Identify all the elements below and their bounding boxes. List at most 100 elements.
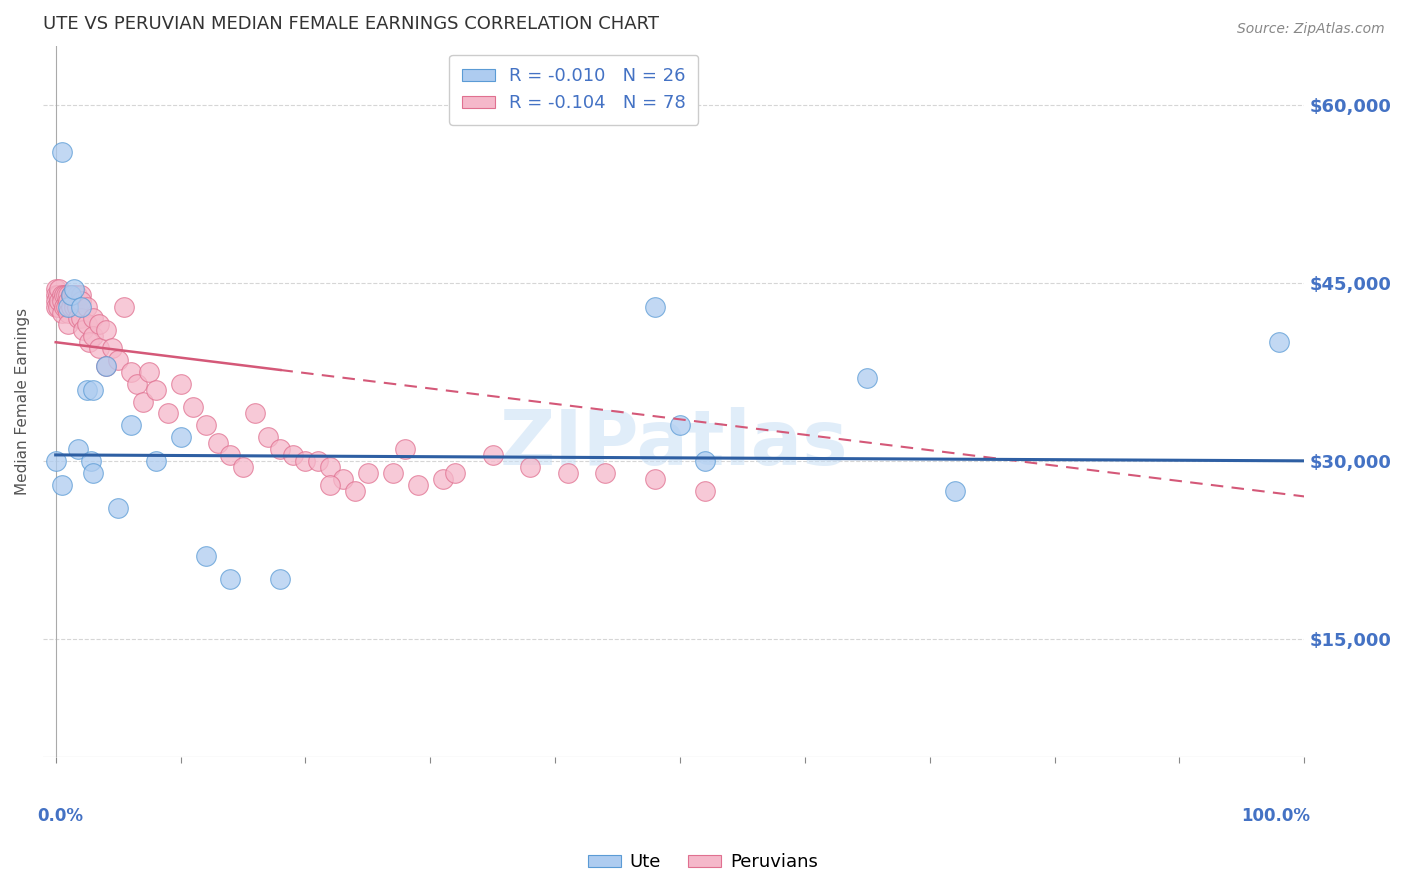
- Point: [55, 287, 77, 301]
- Point: [67, 311, 90, 326]
- Text: Source: ZipAtlas.com: Source: ZipAtlas.com: [1237, 22, 1385, 37]
- Point: [381, 466, 404, 480]
- Text: UTE VS PERUVIAN MEDIAN FEMALE EARNINGS CORRELATION CHART: UTE VS PERUVIAN MEDIAN FEMALE EARNINGS C…: [44, 15, 659, 33]
- Point: [45, 300, 67, 314]
- Point: [138, 365, 160, 379]
- Point: [69, 300, 91, 314]
- Point: [281, 448, 304, 462]
- Point: [82, 329, 104, 343]
- Point: [145, 383, 167, 397]
- Point: [94, 323, 117, 337]
- Point: [194, 549, 217, 563]
- Point: [357, 466, 380, 480]
- Point: [79, 454, 101, 468]
- Point: [94, 359, 117, 373]
- Point: [48, 293, 70, 308]
- Point: [45, 282, 67, 296]
- Point: [943, 483, 966, 498]
- Point: [269, 573, 291, 587]
- Point: [45, 293, 67, 308]
- Point: [245, 406, 267, 420]
- Point: [593, 466, 616, 480]
- Point: [669, 418, 692, 433]
- Point: [82, 383, 104, 397]
- Point: [63, 282, 86, 296]
- Point: [519, 459, 541, 474]
- Point: [112, 300, 135, 314]
- Point: [59, 300, 82, 314]
- Point: [63, 293, 86, 308]
- Point: [406, 477, 429, 491]
- Point: [394, 442, 416, 456]
- Point: [481, 448, 503, 462]
- Point: [432, 472, 454, 486]
- Point: [1268, 335, 1291, 350]
- Point: [207, 436, 229, 450]
- Point: [79, 335, 101, 350]
- Point: [53, 300, 76, 314]
- Point: [76, 300, 98, 314]
- Point: [82, 466, 104, 480]
- Point: [46, 287, 69, 301]
- Point: [76, 318, 98, 332]
- Point: [444, 466, 467, 480]
- Point: [76, 383, 98, 397]
- Text: 100.0%: 100.0%: [1241, 807, 1310, 825]
- Point: [181, 401, 204, 415]
- Point: [72, 323, 94, 337]
- Point: [94, 359, 117, 373]
- Point: [46, 300, 69, 314]
- Point: [257, 430, 280, 444]
- Point: [45, 454, 67, 468]
- Point: [169, 430, 191, 444]
- Point: [89, 318, 111, 332]
- Point: [319, 477, 342, 491]
- Point: [56, 300, 79, 314]
- Point: [67, 442, 90, 456]
- Point: [66, 300, 89, 314]
- Point: [693, 454, 716, 468]
- Point: [120, 418, 142, 433]
- Y-axis label: Median Female Earnings: Median Female Earnings: [15, 308, 30, 495]
- Point: [60, 287, 83, 301]
- Point: [56, 287, 79, 301]
- Point: [89, 341, 111, 355]
- Text: ZIPatlas: ZIPatlas: [499, 408, 848, 482]
- Point: [59, 287, 82, 301]
- Point: [101, 341, 124, 355]
- Point: [56, 305, 79, 319]
- Point: [107, 353, 129, 368]
- Point: [51, 293, 73, 308]
- Point: [319, 459, 342, 474]
- Point: [51, 287, 73, 301]
- Point: [219, 573, 242, 587]
- Point: [56, 293, 79, 308]
- Point: [63, 287, 86, 301]
- Point: [69, 287, 91, 301]
- Point: [120, 365, 142, 379]
- Point: [69, 293, 91, 308]
- Point: [269, 442, 291, 456]
- Legend: Ute, Peruvians: Ute, Peruvians: [581, 847, 825, 879]
- Legend: R = -0.010   N = 26, R = -0.104   N = 78: R = -0.010 N = 26, R = -0.104 N = 78: [450, 54, 699, 125]
- Point: [332, 472, 354, 486]
- Point: [107, 501, 129, 516]
- Point: [51, 145, 73, 160]
- Point: [344, 483, 367, 498]
- Point: [557, 466, 579, 480]
- Point: [66, 287, 89, 301]
- Point: [157, 406, 180, 420]
- Point: [693, 483, 716, 498]
- Point: [644, 300, 666, 314]
- Point: [55, 300, 77, 314]
- Point: [145, 454, 167, 468]
- Point: [56, 318, 79, 332]
- Point: [219, 448, 242, 462]
- Point: [294, 454, 316, 468]
- Point: [644, 472, 666, 486]
- Point: [69, 311, 91, 326]
- Point: [45, 287, 67, 301]
- Point: [856, 371, 879, 385]
- Point: [194, 418, 217, 433]
- Point: [232, 459, 254, 474]
